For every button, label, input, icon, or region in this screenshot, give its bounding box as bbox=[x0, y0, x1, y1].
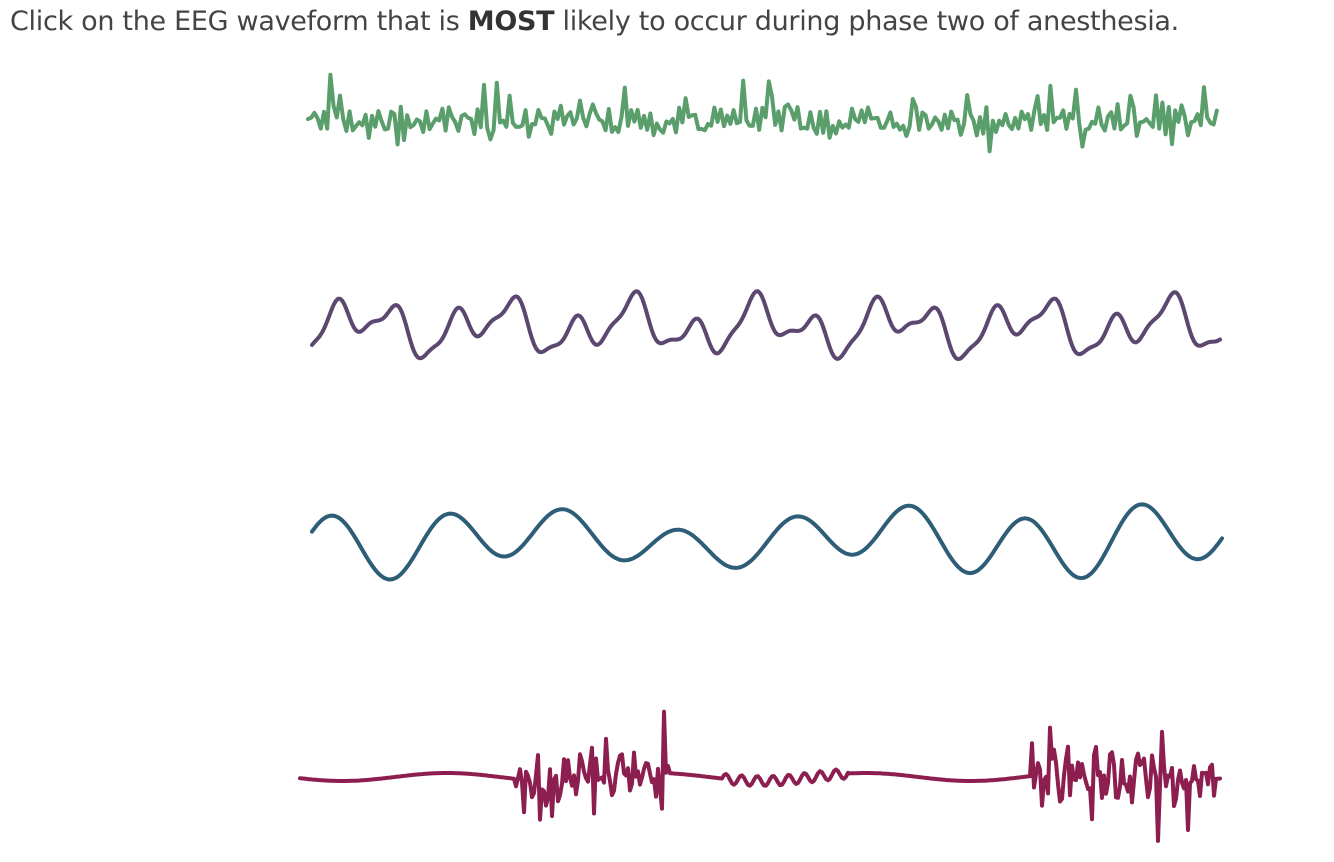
eeg-waveform-2-trace bbox=[310, 289, 1222, 362]
eeg-waveform-4-trace bbox=[298, 709, 1222, 843]
question-prompt: Click on the EEG waveform that is MOST l… bbox=[10, 6, 1179, 37]
eeg-waveform-option-3[interactable] bbox=[290, 480, 1240, 600]
eeg-waveform-option-4[interactable] bbox=[290, 709, 1240, 843]
question-text-end: likely to occur during phase two of anes… bbox=[554, 6, 1180, 37]
eeg-waveform-2-graphic bbox=[310, 289, 1222, 362]
eeg-waveform-4-graphic bbox=[298, 709, 1222, 843]
eeg-waveform-3-graphic bbox=[310, 502, 1224, 582]
eeg-waveform-3-trace bbox=[310, 502, 1224, 582]
question-text-start: Click on the EEG waveform that is bbox=[10, 6, 468, 37]
eeg-waveform-1-graphic bbox=[306, 72, 1219, 154]
eeg-waveform-option-1[interactable] bbox=[290, 70, 1240, 160]
question-emphasis: MOST bbox=[467, 6, 555, 37]
eeg-waveform-option-2[interactable] bbox=[290, 265, 1240, 385]
eeg-waveform-1-trace bbox=[306, 72, 1219, 154]
